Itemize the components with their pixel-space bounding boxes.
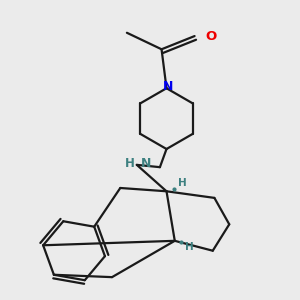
Text: O: O — [205, 30, 216, 43]
Text: H: H — [125, 158, 135, 170]
Text: H: H — [185, 242, 194, 252]
Text: H: H — [178, 178, 187, 188]
Text: N: N — [141, 158, 151, 170]
Text: N: N — [163, 80, 173, 93]
